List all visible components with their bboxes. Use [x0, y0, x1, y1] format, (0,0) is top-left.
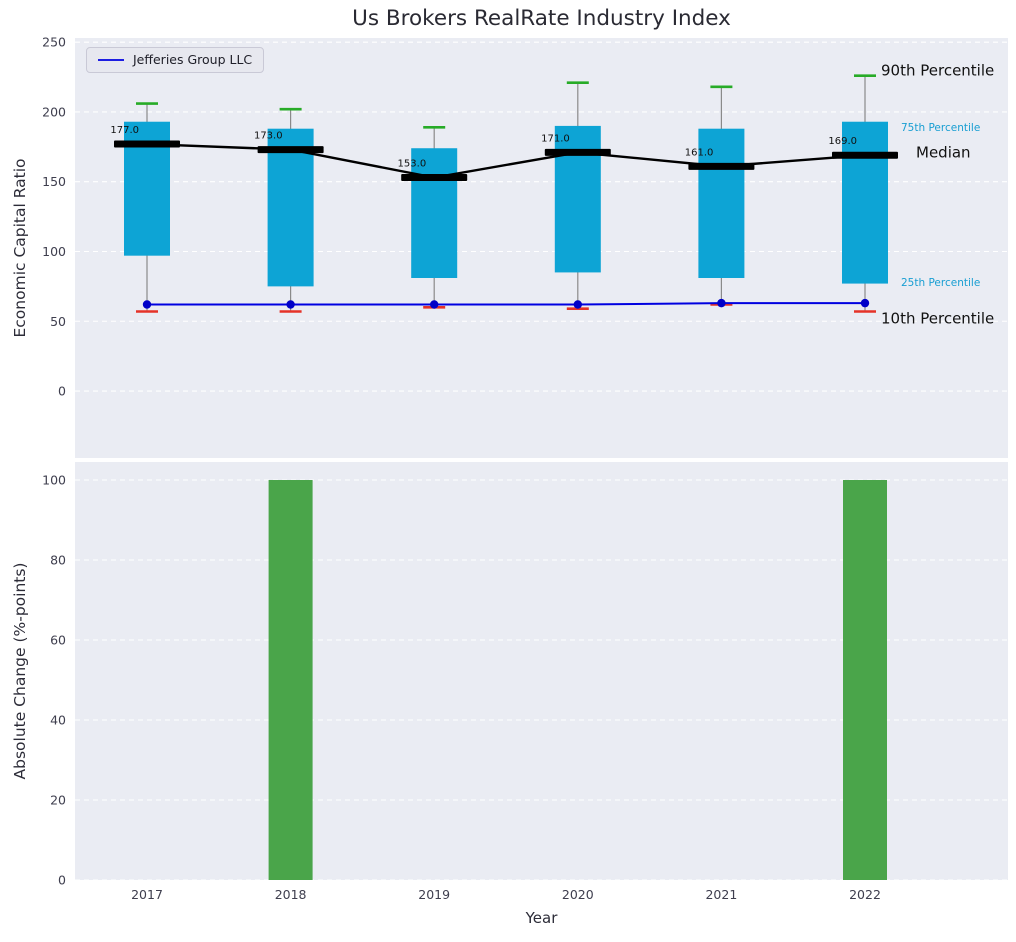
y-tick-label: 60	[50, 633, 66, 648]
x-tick-label: 2019	[418, 887, 450, 902]
legend: Jefferies Group LLC	[86, 47, 265, 73]
iqr-box	[411, 148, 458, 278]
y-tick-label: 150	[42, 174, 66, 189]
median-value-label: 171.0	[541, 133, 570, 144]
top-y-axis-label: Economic Capital Ratio	[11, 158, 29, 338]
y-tick-label: 100	[42, 244, 66, 259]
median-value-label: 161.0	[685, 147, 714, 158]
bottom-y-axis-label: Absolute Change (%-points)	[11, 562, 29, 780]
x-axis-label: Year	[525, 909, 558, 927]
annotation-90th-percentile: 90th Percentile	[881, 61, 994, 79]
legend-line-icon	[98, 58, 124, 61]
iqr-box	[267, 128, 314, 287]
x-tick-label: 2022	[849, 887, 881, 902]
iqr-box	[842, 121, 888, 284]
median-value-label: 153.0	[398, 159, 427, 170]
iqr-box	[698, 128, 745, 278]
x-tick-label: 2017	[131, 887, 163, 902]
median-line	[146, 142, 866, 179]
median-dash	[114, 140, 180, 148]
median-value-label: 169.0	[828, 136, 857, 147]
entity-line	[147, 302, 865, 306]
entity-point	[142, 300, 152, 309]
y-tick-label: 80	[50, 553, 66, 568]
x-tick-label: 2018	[275, 887, 307, 902]
chart-title: Us Brokers RealRate Industry Index	[352, 6, 731, 31]
entity-point	[430, 300, 439, 309]
y-tick-label: 50	[50, 314, 66, 329]
entity-point	[860, 298, 870, 308]
legend-label: Jefferies Group LLC	[133, 52, 253, 67]
annotation-median: Median	[916, 144, 971, 162]
median-dash	[832, 151, 898, 159]
entity-point	[573, 300, 582, 309]
annotation-75th-percentile: 75th Percentile	[901, 122, 980, 134]
median-dash	[401, 174, 468, 182]
median-dash	[688, 162, 755, 170]
x-tick-label: 2021	[705, 887, 737, 902]
annotation-25th-percentile: 25th Percentile	[901, 277, 980, 289]
y-tick-label: 20	[50, 793, 66, 808]
x-tick-label: 2020	[562, 887, 594, 902]
y-tick-label: 250	[42, 35, 66, 50]
entity-point	[286, 300, 295, 309]
entity-point	[717, 298, 726, 308]
change-bar	[268, 480, 313, 880]
y-tick-label: 40	[50, 713, 66, 728]
iqr-box	[554, 125, 601, 273]
y-tick-label: 0	[58, 873, 66, 888]
median-dash	[544, 148, 611, 156]
change-bar	[843, 480, 887, 880]
median-value-label: 173.0	[254, 131, 283, 142]
y-tick-label: 200	[42, 104, 66, 119]
annotation-10th-percentile: 10th Percentile	[881, 310, 994, 328]
median-dash	[257, 146, 324, 154]
y-tick-label: 0	[58, 384, 66, 399]
y-tick-label: 100	[42, 473, 66, 488]
median-value-label: 177.0	[110, 125, 139, 136]
